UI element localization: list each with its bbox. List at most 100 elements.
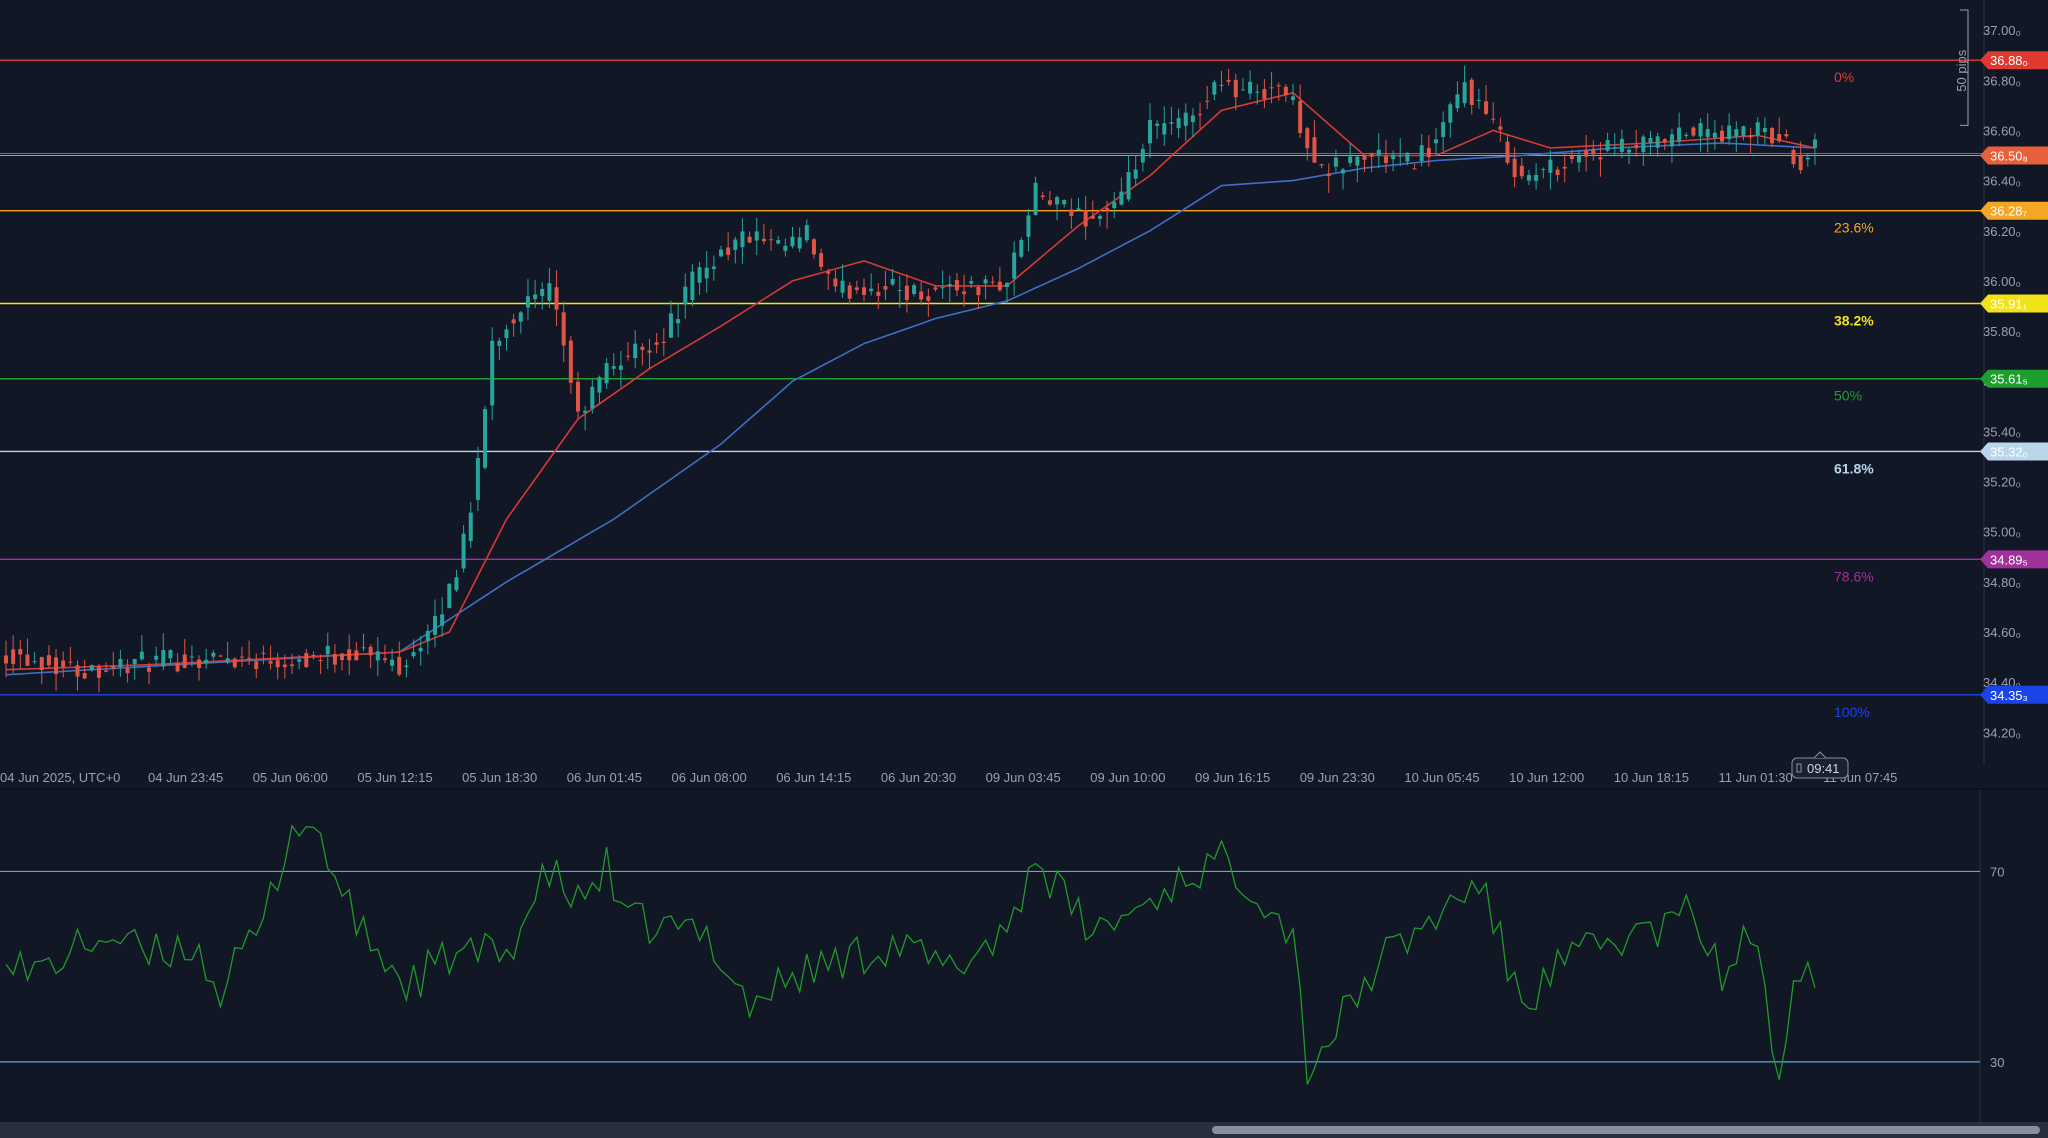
candle	[1269, 71, 1274, 104]
candle	[1641, 134, 1646, 166]
scrollbar-thumb[interactable]	[1212, 1126, 2040, 1134]
candle	[118, 649, 123, 677]
candle	[1105, 200, 1110, 229]
candle	[1684, 132, 1689, 139]
candle	[576, 371, 580, 419]
candle	[626, 341, 631, 361]
candle	[25, 638, 30, 666]
candle	[1526, 169, 1531, 185]
candle	[1669, 128, 1674, 163]
time-tick-label: 04 Jun 2025, UTC+0	[0, 770, 120, 785]
candle	[232, 657, 237, 669]
candle	[1655, 132, 1660, 157]
ema-fast-line	[5, 91, 1816, 671]
measure-bracket[interactable]	[1960, 9, 1969, 126]
candle	[1677, 112, 1682, 147]
candle	[1148, 103, 1152, 159]
candle	[1319, 163, 1324, 169]
candle	[1484, 84, 1489, 116]
candle	[1584, 134, 1589, 172]
candle	[654, 332, 659, 354]
candle	[783, 238, 788, 257]
candlesticks	[4, 65, 1817, 693]
candle	[697, 261, 702, 295]
fib-level-label: 23.6%	[1834, 220, 1874, 236]
candle	[954, 272, 959, 297]
candle	[1155, 120, 1160, 139]
time-tick-label: 06 Jun 20:30	[881, 770, 956, 785]
price-chart[interactable]: 0% 23.6% 38.2% 50% 61.8% 78.6% 100% 37.00₀ 36.8…	[0, 0, 2048, 788]
candle	[847, 282, 852, 305]
time-tick-label: 09 Jun 03:45	[986, 770, 1061, 785]
candle	[854, 280, 859, 294]
candle	[1541, 167, 1546, 179]
candle	[740, 218, 745, 264]
candle	[1212, 79, 1217, 101]
svg-text:35.61₅: 35.61₅	[1990, 372, 2028, 387]
price-tick-label: 34.60₀	[1983, 625, 2021, 640]
candle	[1455, 81, 1460, 113]
horizontal-scrollbar[interactable]	[0, 1122, 2048, 1138]
candle	[1398, 138, 1403, 167]
candle	[125, 659, 130, 683]
candle	[1491, 102, 1496, 124]
candle	[1062, 199, 1067, 208]
candle	[983, 275, 988, 300]
candle	[1705, 113, 1710, 153]
candle	[75, 660, 80, 691]
candle	[268, 645, 273, 670]
candle	[1019, 237, 1024, 259]
candle	[1605, 132, 1610, 153]
candle	[1426, 135, 1431, 167]
candle	[990, 276, 995, 285]
candle	[247, 640, 252, 665]
candle	[204, 648, 209, 669]
candle	[1162, 106, 1167, 146]
candle	[518, 310, 523, 334]
rsi-pane[interactable]: 70 30	[0, 790, 2048, 1122]
candle	[790, 227, 795, 249]
candle	[1434, 128, 1438, 156]
candle	[1412, 164, 1417, 170]
pane-divider[interactable]	[0, 788, 2048, 790]
candle	[1612, 133, 1617, 157]
candle	[1069, 198, 1074, 229]
svg-text:36.28₇: 36.28₇	[1990, 204, 2028, 219]
candle	[1333, 149, 1338, 172]
rsi-line	[5, 824, 1816, 1085]
candle	[676, 303, 681, 337]
price-tick-label: 34.20₀	[1983, 725, 2021, 740]
time-tick-label: 10 Jun 12:00	[1509, 770, 1584, 785]
candle	[1248, 70, 1253, 100]
candle	[1762, 117, 1767, 145]
candle	[1233, 73, 1238, 111]
candle	[1498, 117, 1503, 142]
candle	[468, 501, 473, 548]
svg-text:09:41: 09:41	[1807, 761, 1840, 776]
candle	[947, 275, 952, 303]
candle	[211, 650, 216, 661]
candle	[833, 270, 838, 292]
candle	[1469, 77, 1474, 115]
candle	[1097, 214, 1102, 227]
candle	[690, 264, 695, 307]
price-axis[interactable]: 37.00₀ 36.80₀ 36.60₀ 36.40₀ 36.20₀ 36.00₀ 35.8…	[1980, 23, 2048, 740]
candle	[1734, 121, 1739, 153]
candle	[1283, 84, 1288, 102]
candle	[804, 219, 809, 243]
time-axis[interactable]: 04 Jun 2025, UTC+0 04 Jun 23:45 05 Jun 06:…	[0, 751, 1897, 785]
candle	[583, 405, 588, 431]
time-tick-label: 06 Jun 14:15	[776, 770, 851, 785]
candle	[404, 659, 409, 678]
candle	[282, 654, 287, 679]
candle	[683, 273, 688, 319]
candle	[161, 633, 166, 671]
measure-label: 50 pips	[1954, 49, 1969, 91]
candle	[976, 284, 981, 310]
candle	[175, 652, 180, 673]
candle	[368, 644, 373, 669]
candle	[1741, 125, 1746, 141]
candle	[1383, 139, 1388, 173]
candle	[754, 217, 759, 256]
svg-text:35.32₀: 35.32₀	[1990, 444, 2028, 459]
